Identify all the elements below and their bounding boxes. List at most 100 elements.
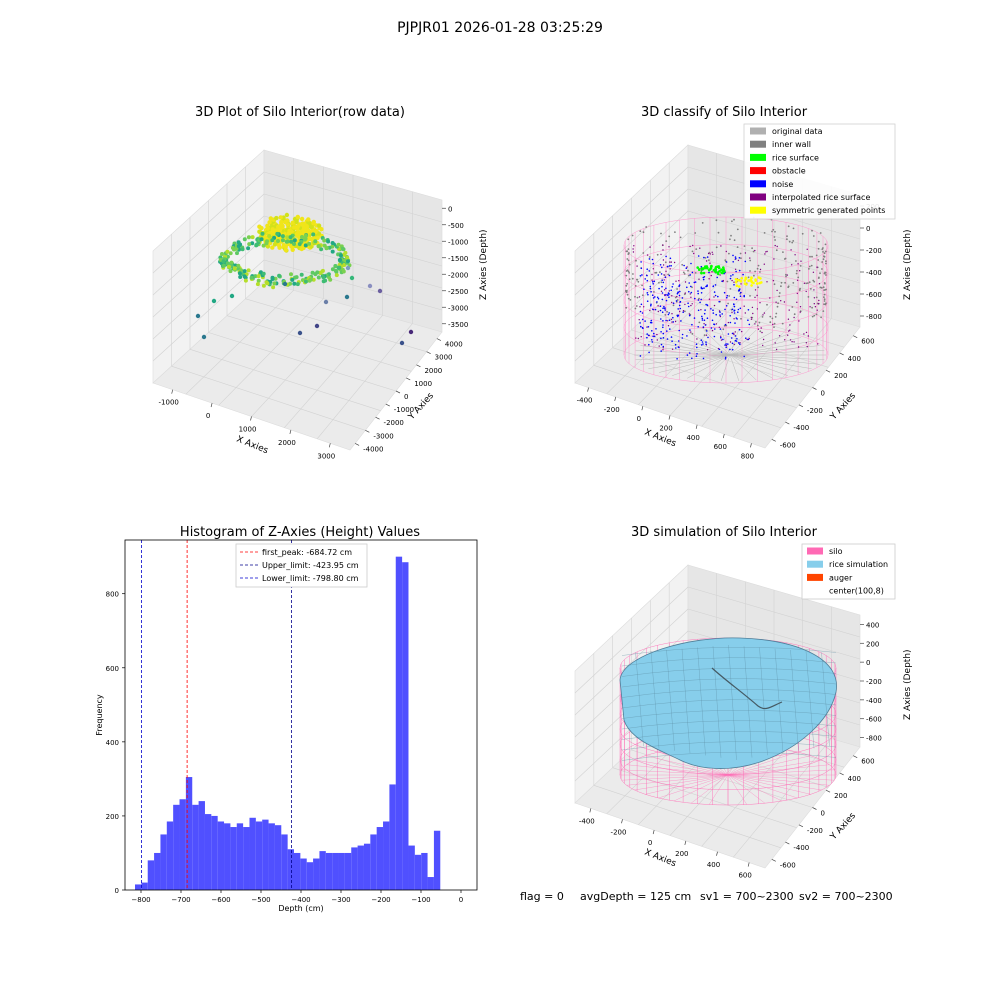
inner-wall-point xyxy=(823,255,826,258)
inner-wall-point xyxy=(791,306,794,308)
interpolated-point xyxy=(784,339,786,341)
noise-point xyxy=(651,341,654,343)
raw-point xyxy=(267,234,272,238)
raw-point xyxy=(337,257,343,263)
noise-point xyxy=(657,274,660,276)
interpolated-point xyxy=(690,331,692,333)
grid-line xyxy=(245,298,427,352)
inner-wall-point xyxy=(773,236,776,238)
rice-surface-point xyxy=(712,268,716,272)
y-tick-label: 400 xyxy=(106,739,119,747)
noise-point xyxy=(677,291,679,294)
footer-flag: flag = 0 xyxy=(520,890,564,903)
interpolated-point xyxy=(733,318,735,320)
raw-point xyxy=(225,249,230,254)
noise-point xyxy=(652,297,655,299)
original-ray xyxy=(729,354,740,381)
noise-point xyxy=(668,319,671,322)
interpolated-point xyxy=(709,262,711,264)
interpolated-point xyxy=(803,282,806,284)
silo-floor-ray xyxy=(727,774,811,795)
noise-point xyxy=(667,292,670,295)
noise-point xyxy=(700,339,703,342)
noise-point xyxy=(661,298,664,301)
noise-point xyxy=(725,346,727,349)
inner-wall-point xyxy=(780,281,783,284)
interpolated-point xyxy=(760,327,762,329)
panel1-zlabel: Z Axies (Depth) xyxy=(479,229,489,300)
noise-point xyxy=(693,317,696,319)
y-tick xyxy=(825,369,831,373)
interpolated-point xyxy=(656,339,658,341)
noise-point xyxy=(714,294,717,297)
histogram-bar xyxy=(192,804,199,890)
noise-point xyxy=(691,323,693,326)
noise-point xyxy=(665,255,667,258)
y-tick-label: -400 xyxy=(793,844,809,852)
surface-mesh-line xyxy=(621,710,837,719)
interpolated-point xyxy=(690,304,692,307)
legend-swatch xyxy=(750,206,766,214)
noise-point xyxy=(727,333,730,335)
inner-wall-point xyxy=(635,259,637,262)
raw-point xyxy=(271,285,276,290)
x-tick-label: −400 xyxy=(291,896,310,904)
raw-point xyxy=(265,226,270,231)
surface-mesh-line xyxy=(728,645,737,760)
histogram-bar xyxy=(427,877,434,890)
x-tick-label: 0 xyxy=(206,412,210,420)
z-tick-label: -2500 xyxy=(448,288,468,296)
legend-label: obstacle xyxy=(772,167,806,176)
raw-point xyxy=(319,247,324,252)
inner-wall-point xyxy=(815,296,818,299)
interpolated-point xyxy=(713,296,715,298)
y-tick-label: 200 xyxy=(834,372,847,380)
interpolated-point xyxy=(807,335,809,337)
raw-point xyxy=(315,270,320,275)
y-tick-label: 4000 xyxy=(445,341,463,349)
z-tick-label: 400 xyxy=(866,621,879,629)
panel-raw-scatter: 3D Plot of Silo Interior(row data) -1000… xyxy=(152,105,489,460)
noise-point xyxy=(719,328,722,330)
noise-point xyxy=(712,285,714,288)
noise-point xyxy=(640,325,642,328)
noise-point xyxy=(652,335,654,338)
raw-point xyxy=(282,219,288,225)
inner-wall-point xyxy=(792,240,795,242)
noise-point xyxy=(681,333,684,336)
noise-point xyxy=(731,308,734,311)
interpolated-point xyxy=(727,321,730,324)
noise-point xyxy=(731,342,734,345)
inner-wall-point xyxy=(627,248,630,251)
raw-point xyxy=(237,271,242,276)
inner-wall-point xyxy=(722,328,725,331)
interpolated-point xyxy=(713,304,716,307)
inner-wall-point xyxy=(625,306,628,309)
surface-ridge xyxy=(711,667,783,710)
surface-mesh-line xyxy=(621,741,837,751)
raw-point xyxy=(267,230,273,236)
interpolated-point xyxy=(660,290,663,292)
inner-wall-point xyxy=(774,239,776,241)
interpolated-point xyxy=(633,245,635,247)
raw-point xyxy=(301,223,306,228)
interpolated-point xyxy=(797,263,799,265)
surface-mesh-line xyxy=(621,699,837,709)
noise-point xyxy=(683,264,685,267)
silo-floor-ray xyxy=(727,774,822,791)
z-tick-label: -200 xyxy=(866,247,882,255)
panel4-title: 3D simulation of Silo Interior xyxy=(631,525,818,540)
interpolated-point xyxy=(715,323,718,325)
surface-mesh-line xyxy=(774,648,784,753)
histogram-bar xyxy=(255,821,263,890)
noise-point xyxy=(688,290,690,293)
noise-point xyxy=(641,274,643,276)
noise-point xyxy=(662,324,664,326)
noise-point xyxy=(731,332,734,335)
interpolated-point xyxy=(816,266,818,268)
noise-point xyxy=(649,285,652,288)
interpolated-point xyxy=(684,281,687,283)
noise-point xyxy=(713,335,716,338)
y-tick-label: 1000 xyxy=(414,380,432,388)
noise-point xyxy=(705,343,707,346)
